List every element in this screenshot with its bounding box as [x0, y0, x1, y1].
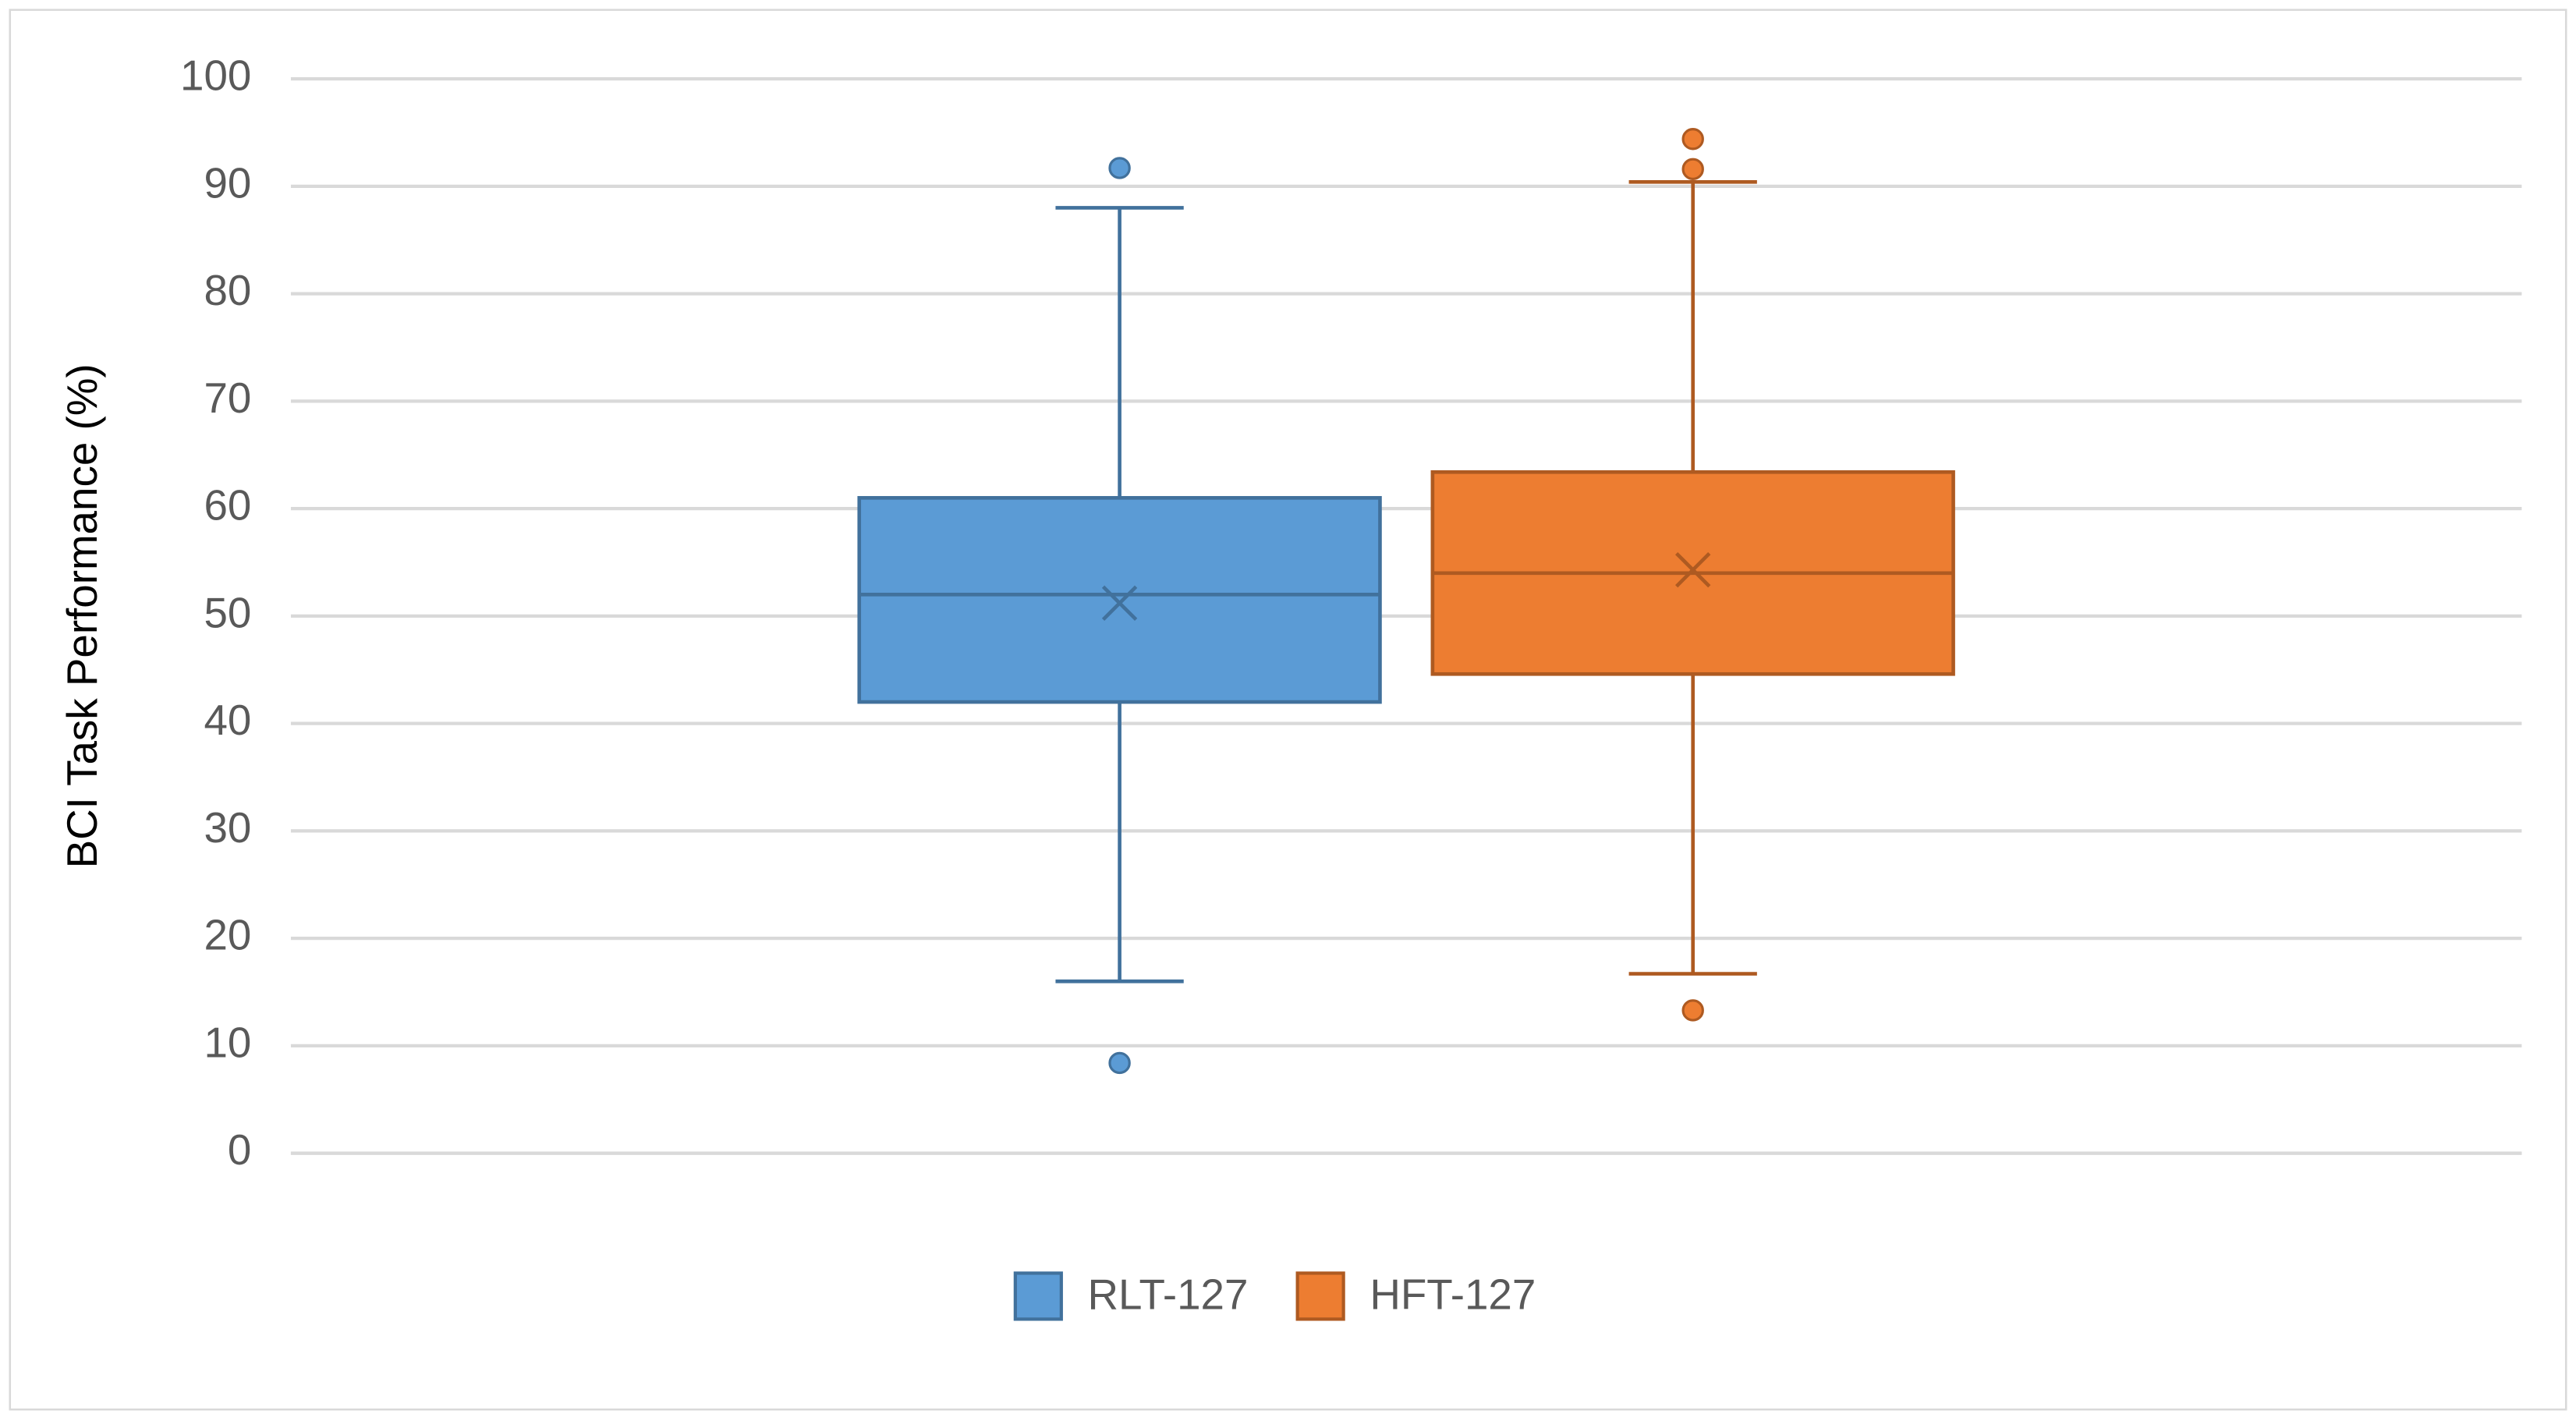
mean-marker	[1101, 585, 1138, 622]
outlier	[1108, 157, 1131, 179]
y-tick-label: 20	[204, 911, 251, 959]
chart-border	[9, 9, 2567, 1411]
outlier	[1681, 128, 1704, 151]
y-tick-label: 60	[204, 481, 251, 530]
mean-marker	[1675, 551, 1711, 588]
legend-label: HFT-127	[1369, 1270, 1536, 1318]
y-tick-label: 100	[180, 51, 251, 100]
y-tick-label: 50	[204, 588, 251, 636]
box	[857, 496, 1382, 704]
y-tick-label: 0	[228, 1125, 251, 1174]
outlier	[1681, 158, 1704, 181]
outlier	[1681, 999, 1704, 1022]
legend-label: RLT-127	[1088, 1270, 1249, 1318]
legend-swatch	[1295, 1271, 1345, 1321]
y-tick-label: 70	[204, 374, 251, 422]
y-tick-label: 10	[204, 1018, 251, 1066]
y-tick-label: 40	[204, 696, 251, 744]
y-tick-label: 80	[204, 266, 251, 314]
legend-swatch	[1013, 1271, 1063, 1321]
y-tick-label: 30	[204, 803, 251, 852]
y-tick-label: 90	[204, 158, 251, 207]
outlier	[1108, 1051, 1131, 1075]
y-axis-label: BCI Task Performance (%)	[58, 363, 106, 868]
